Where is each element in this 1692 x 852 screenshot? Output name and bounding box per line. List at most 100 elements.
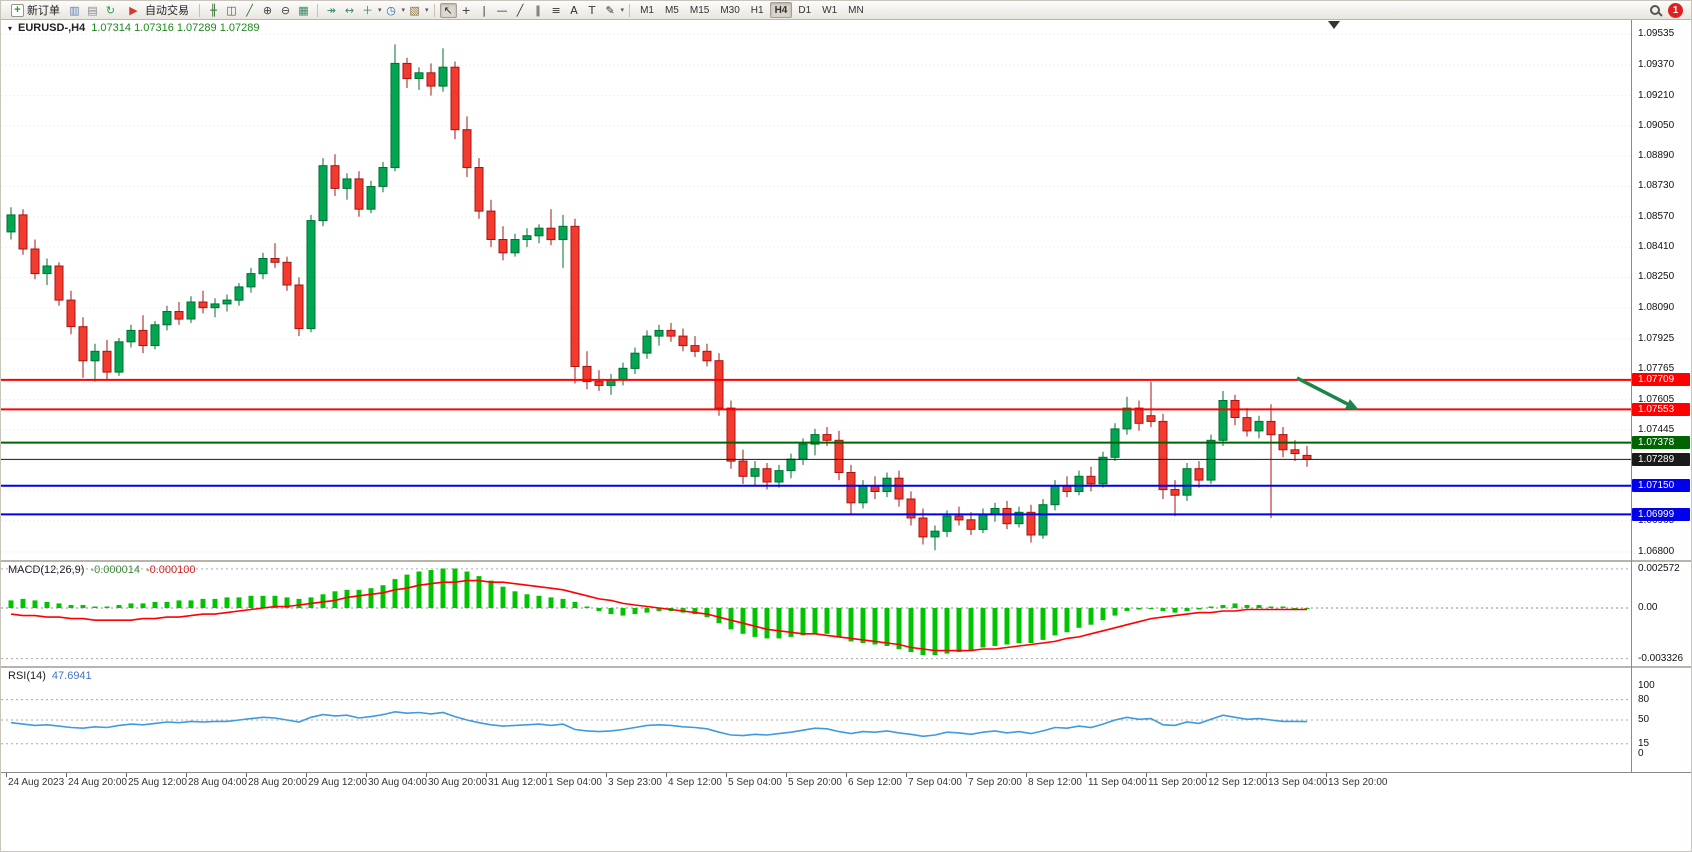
time-axis[interactable]: 24 Aug 2023 24 Aug 20:00 25 Aug 12:00 28 Au… [1, 772, 1691, 792]
price-tick-label: 1.08410 [1638, 241, 1675, 252]
macd-pane-divider[interactable] [1, 560, 1691, 562]
time-label: 30 Aug 20:00 [428, 777, 487, 788]
periods-dropdown-icon[interactable]: ▾ [401, 6, 406, 14]
time-label: 24 Aug 20:00 [68, 777, 127, 788]
time-label: 6 Sep 12:00 [848, 777, 902, 788]
time-label: 13 Sep 04:00 [1268, 777, 1328, 788]
rsi-scale-label: 80 [1638, 694, 1650, 705]
macd-indicator-pane[interactable] [1, 562, 1631, 666]
time-label: 8 Sep 12:00 [1028, 777, 1082, 788]
auto-scroll-icon[interactable]: ↠ [326, 3, 337, 17]
price-level-badge: 1.07289 [1632, 453, 1690, 466]
zoom-out-icon[interactable]: ⊖ [280, 3, 291, 17]
chart-shift-icon[interactable]: ↔ [344, 3, 355, 17]
timeframe-m30[interactable]: M30 [720, 5, 740, 16]
price-tick-label: 1.08250 [1638, 271, 1675, 282]
indicators-icon[interactable]: ＋ [362, 3, 373, 17]
zoom-in-icon[interactable]: ⊕ [262, 3, 273, 17]
time-label: 5 Sep 04:00 [728, 777, 782, 788]
timeframe-m1[interactable]: M1 [640, 5, 654, 16]
time-tick [126, 773, 127, 777]
toolbar-separator [199, 3, 200, 17]
time-label: 28 Aug 04:00 [188, 777, 247, 788]
one-click-trading-icon[interactable]: ▾ [8, 23, 13, 33]
periods-icon[interactable]: ◷ [386, 3, 396, 17]
timeframe-h1[interactable]: H1 [750, 5, 764, 16]
timeframe-mn[interactable]: MN [848, 5, 864, 16]
shapes-dropdown-icon[interactable]: ▾ [620, 6, 625, 14]
price-level-badge: 1.07378 [1632, 436, 1690, 449]
timeframe-m15[interactable]: M15 [689, 5, 710, 16]
auto-trading-button[interactable]: ▶ 自动交易 [120, 2, 194, 19]
timeframe-d1[interactable]: D1 [798, 5, 812, 16]
candlestick-chart-icon[interactable]: ◫ [226, 3, 237, 17]
macd-scale-label: 0.002572 [1638, 563, 1680, 574]
price-tick-label: 1.07605 [1638, 394, 1675, 405]
time-tick [186, 773, 187, 777]
vertical-line-icon[interactable]: | [482, 3, 486, 17]
time-label: 11 Sep 04:00 [1088, 777, 1147, 788]
price-scale[interactable]: 1.09535 1.09370 1.09210 1.09050 1.08890 1.087… [1632, 20, 1691, 792]
price-level-badge: 1.06999 [1632, 508, 1690, 521]
time-tick [546, 773, 547, 777]
time-tick [306, 773, 307, 777]
time-tick [1086, 773, 1087, 777]
bar-chart-icon[interactable]: ╫ [210, 3, 217, 17]
toolbar-right-group: 1 [1650, 2, 1686, 18]
rsi-indicator-pane[interactable] [1, 668, 1631, 772]
fibonacci-icon[interactable]: ≡ [551, 3, 561, 17]
toolbar: + 新订单 ▥ ▤ ↻ ▶ 自动交易 ╫ ◫ ╱ ⊕ ⊖ ▦ ↠ ↔ ＋ ▾ ◷ ▾ ▧ ▾ ↖ + | — ╱ ∥ ≡ A T ✎ ▾ M1 M… [1, 1, 1691, 20]
time-label: 4 Sep 12:00 [668, 777, 722, 788]
rsi-scale-label: 50 [1638, 714, 1650, 725]
time-label: 1 Sep 04:00 [548, 777, 602, 788]
macd-scale-label: -0.003326 [1638, 653, 1684, 664]
time-tick [786, 773, 787, 777]
timeframe-m5[interactable]: M5 [664, 5, 679, 16]
templates-icon[interactable]: ▧ [409, 3, 420, 17]
price-tick-label: 1.07765 [1638, 363, 1675, 374]
equidistant-channel-icon[interactable]: ∥ [535, 3, 541, 17]
time-tick [726, 773, 727, 777]
toolbar-separator [433, 3, 435, 17]
timeframe-w1[interactable]: W1 [822, 5, 838, 16]
time-tick [366, 773, 367, 777]
time-label: 25 Aug 12:00 [128, 777, 187, 788]
price-tick-label: 1.07925 [1638, 333, 1675, 344]
crosshair-icon[interactable]: + [461, 3, 471, 17]
text-label-icon[interactable]: T [588, 3, 596, 17]
data-window-icon[interactable]: ▤ [87, 3, 98, 17]
time-tick [1326, 773, 1327, 777]
trendline-icon[interactable]: ╱ [516, 3, 524, 17]
price-level-badge: 1.07150 [1632, 479, 1690, 492]
notification-badge[interactable]: 1 [1668, 2, 1683, 18]
refresh-icon[interactable]: ↻ [105, 3, 116, 17]
templates-dropdown-icon[interactable]: ▾ [425, 6, 429, 14]
text-icon[interactable]: A [570, 3, 578, 17]
time-tick [66, 773, 67, 777]
time-label: 5 Sep 20:00 [788, 777, 842, 788]
charts-window-icon[interactable]: ▥ [69, 3, 80, 17]
cursor-icon[interactable]: ↖ [439, 2, 457, 18]
time-label: 24 Aug 2023 [8, 777, 65, 788]
line-chart-icon[interactable]: ╱ [246, 3, 253, 17]
price-tick-label: 1.09210 [1638, 90, 1675, 101]
horizontal-line-icon[interactable]: — [496, 3, 508, 17]
time-tick [606, 773, 607, 777]
chart-shift-marker [1328, 21, 1340, 29]
time-tick [486, 773, 487, 777]
main-price-chart[interactable] [1, 20, 1631, 560]
timeframe-h4[interactable]: H4 [769, 2, 793, 18]
shapes-icon[interactable]: ✎ [605, 3, 615, 17]
indicators-dropdown-icon[interactable]: ▾ [378, 6, 382, 14]
search-icon[interactable] [1650, 5, 1660, 15]
price-tick-label: 1.06800 [1638, 546, 1675, 557]
time-tick [666, 773, 667, 777]
time-label: 31 Aug 12:00 [488, 777, 547, 788]
price-tick-label: 1.09050 [1638, 120, 1675, 131]
new-order-button[interactable]: + 新订单 [6, 2, 65, 19]
rsi-scale-label: 15 [1638, 738, 1650, 749]
rsi-pane-divider[interactable] [1, 666, 1691, 668]
tile-windows-icon[interactable]: ▦ [298, 3, 309, 17]
toolbar-separator [317, 3, 318, 17]
time-label: 13 Sep 20:00 [1328, 777, 1388, 788]
